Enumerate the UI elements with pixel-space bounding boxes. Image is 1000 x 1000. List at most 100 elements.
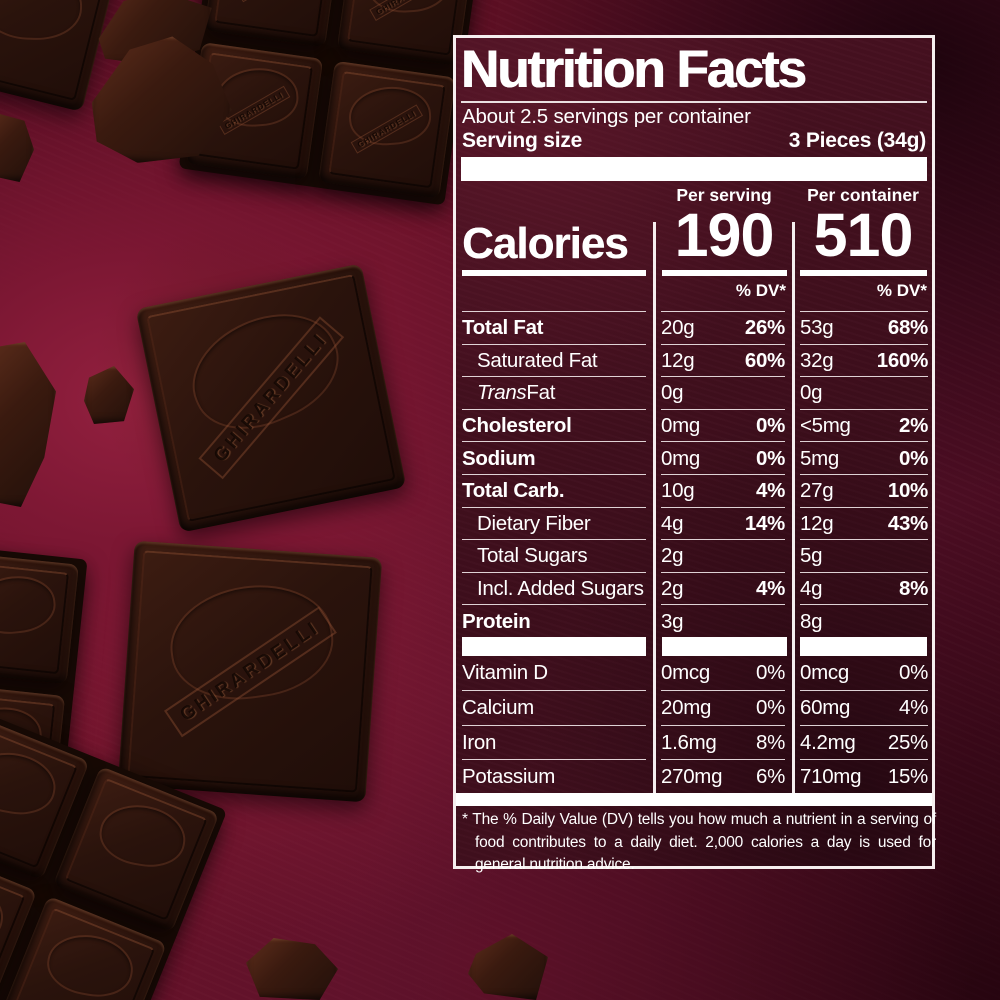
- nutrient-values-serving: 1.6mg 8%: [661, 724, 785, 760]
- nutrient-values-serving: 2g: [661, 539, 785, 573]
- nutrient-name: Total Fat: [462, 311, 646, 345]
- nutrition-facts-title: Nutrition Facts: [461, 40, 807, 99]
- nutrient-name: Incl. Added Sugars: [462, 571, 646, 606]
- calories-underline: [662, 270, 787, 276]
- serving-size-label: Serving size: [462, 129, 583, 152]
- chocolate-square: GHIRARDELLI: [318, 60, 456, 199]
- nutrient-values-container: 60mg 4%: [800, 690, 928, 725]
- amount-serving: 2g: [661, 577, 684, 601]
- amount-container: 4.2mg: [800, 730, 856, 754]
- daily-value-serving: 0%: [755, 446, 785, 470]
- nutrient-values-serving: 4g 14%: [661, 506, 785, 541]
- daily-value-serving: 0%: [755, 661, 785, 685]
- nutrient-values-container: <5mg 2%: [800, 408, 928, 443]
- per-container-header: Per container: [807, 185, 919, 205]
- serving-size-value: 3 Pieces (34g): [788, 129, 926, 152]
- section-separator-bar: [461, 157, 927, 181]
- chocolate-square: [0, 552, 79, 685]
- daily-value-serving: 8%: [755, 730, 785, 754]
- nutrient-values-serving: 12g 60%: [661, 343, 785, 378]
- nutrient-name: Protein: [462, 604, 646, 638]
- nutrient-name: Cholesterol: [462, 408, 646, 443]
- vitamin-table: Vitamin D 0mcg 0% 0mcg 0% Calcium 20mg 0% 60mg 4%…: [462, 656, 928, 793]
- chocolate-chunk: [468, 934, 548, 1000]
- nutrient-values-serving: 0mcg 0%: [661, 656, 785, 690]
- amount-container: 27g: [800, 479, 834, 503]
- amount-container: 0mcg: [800, 661, 849, 685]
- chocolate-square-featured: GHIRARDELLI: [135, 263, 407, 533]
- daily-value-serving: 4%: [755, 577, 785, 601]
- column-divider: [653, 222, 656, 806]
- nutrient-name: Iron: [462, 724, 646, 760]
- dv-header-container: % DV*: [876, 281, 927, 300]
- nutrient-name-text: Protein: [462, 609, 531, 633]
- nutrient-values-serving: 270mg 6%: [661, 758, 785, 794]
- daily-value-serving: 60%: [744, 348, 785, 372]
- section-separator-bar: [800, 637, 927, 656]
- nutrient-row: Vitamin D 0mcg 0% 0mcg 0%: [462, 656, 928, 690]
- servings-per-container: About 2.5 servings per container: [462, 105, 751, 128]
- amount-serving: 20mg: [661, 696, 712, 720]
- nutrient-name-text: Total Sugars: [477, 544, 588, 568]
- nutrient-row: Total Sugars 2g 5g: [462, 539, 928, 572]
- nutrient-values-serving: 20mg 0%: [661, 690, 785, 725]
- amount-container: 710mg: [800, 765, 862, 789]
- section-separator-bar: [662, 637, 787, 656]
- daily-value-serving: 26%: [744, 316, 785, 340]
- amount-container: 5g: [800, 544, 823, 568]
- nutrient-name-italic-part: Trans: [477, 381, 527, 405]
- column-divider: [792, 222, 795, 806]
- calories-label: Calories: [462, 219, 629, 268]
- nutrient-row: Total Fat 20g 26% 53g 68%: [462, 311, 928, 344]
- amount-serving: 0mg: [661, 446, 700, 470]
- nutrient-name: Potassium: [462, 758, 646, 794]
- nutrient-name-text: Fat: [526, 381, 556, 405]
- amount-container: 32g: [800, 348, 834, 372]
- title-divider: [461, 101, 927, 103]
- daily-value-container: 160%: [876, 348, 929, 372]
- amount-container: 4g: [800, 577, 823, 601]
- amount-serving: 3g: [661, 609, 684, 633]
- dv-header-serving: % DV*: [735, 281, 786, 300]
- nutrient-values-serving: 10g 4%: [661, 473, 785, 508]
- amount-serving: 1.6mg: [661, 730, 717, 754]
- daily-value-container: 0%: [898, 661, 928, 685]
- nutrient-values-container: 27g 10%: [800, 473, 928, 508]
- chocolate-chunk: [0, 110, 34, 182]
- chocolate-square: GHIRARDELLI: [204, 0, 342, 48]
- nutrient-name-text: Total Carb.: [462, 479, 565, 503]
- amount-serving: 0mcg: [661, 661, 710, 685]
- amount-serving: 10g: [661, 479, 695, 503]
- nutrient-row: Potassium 270mg 6% 710mg 15%: [462, 758, 928, 794]
- nutrient-row: Calcium 20mg 0% 60mg 4%: [462, 690, 928, 724]
- amount-container: 53g: [800, 316, 834, 340]
- amount-container: 5mg: [800, 446, 839, 470]
- nutrient-values-container: 710mg 15%: [800, 758, 928, 794]
- daily-value-serving: 0%: [755, 696, 785, 720]
- nutrient-row: Total Carb. 10g 4% 27g 10%: [462, 473, 928, 508]
- nutrient-name-text: Potassium: [462, 765, 556, 789]
- nutrient-row: Iron 1.6mg 8% 4.2mg 25%: [462, 724, 928, 760]
- daily-value-container: 4%: [898, 696, 928, 720]
- amount-serving: 0mg: [661, 414, 700, 438]
- nutrient-values-container: 0g: [800, 376, 928, 410]
- nutrient-values-container: 4.2mg 25%: [800, 724, 928, 760]
- amount-serving: 2g: [661, 544, 684, 568]
- nutrient-values-container: 0mcg 0%: [800, 656, 928, 690]
- daily-value-serving: 6%: [755, 765, 785, 789]
- nutrient-table: Total Fat 20g 26% 53g 68% Saturated Fat 12g 60%…: [462, 311, 928, 637]
- chocolate-square-featured: GHIRARDELLI: [117, 540, 383, 803]
- amount-serving: 4g: [661, 511, 684, 535]
- nutrient-name: Dietary Fiber: [462, 506, 646, 541]
- daily-value-container: 10%: [887, 479, 928, 503]
- nutrient-row: Saturated Fat 12g 60% 32g 160%: [462, 343, 929, 378]
- nutrient-values-serving: 3g: [661, 604, 785, 638]
- nutrient-row: Incl. Added Sugars 2g 4% 4g 8%: [462, 571, 928, 606]
- amount-container: 8g: [800, 609, 823, 633]
- daily-value-container: 68%: [887, 316, 928, 340]
- nutrient-name: Trans Fat: [462, 376, 646, 410]
- amount-container: 0g: [800, 381, 823, 405]
- nutrient-name: Calcium: [462, 690, 646, 725]
- nutrient-values-container: 8g: [800, 604, 928, 638]
